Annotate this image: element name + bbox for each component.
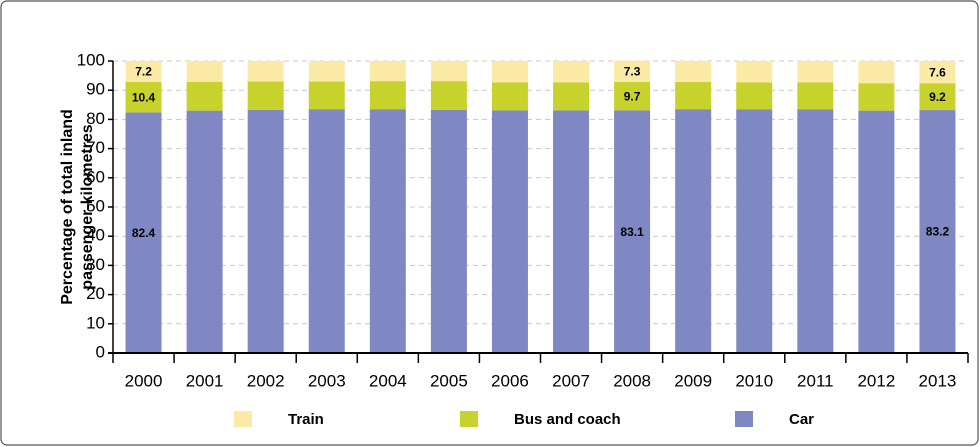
bar-segment: [247, 61, 284, 82]
bar-segment: [675, 61, 712, 83]
bar-segment: [553, 110, 590, 354]
bar-segment: [186, 81, 223, 111]
legend-swatch: [460, 411, 478, 427]
data-label: 83.2: [926, 225, 950, 239]
data-label: 9.2: [929, 90, 946, 104]
bar-segment: [797, 61, 834, 83]
bar-segment: [919, 110, 956, 353]
y-tick-label: 70: [86, 138, 105, 157]
bar-segment: [797, 82, 834, 110]
bar-segment: [491, 110, 528, 354]
x-tick-label: 2007: [552, 371, 590, 390]
legend-swatch: [735, 411, 753, 427]
bar-segment: [430, 81, 467, 110]
bar-segment: [858, 110, 895, 353]
bar-segment: [247, 109, 284, 353]
bar-segment: [308, 109, 345, 354]
data-label: 9.7: [624, 89, 641, 103]
y-tick-label: 20: [86, 284, 105, 303]
bar-segment: [369, 81, 406, 110]
x-tick-label: 2011: [797, 371, 834, 390]
bar-segment: [675, 82, 712, 110]
legend-swatch: [234, 411, 252, 427]
data-label: 10.4: [132, 90, 156, 104]
x-tick-label: 2005: [430, 371, 468, 390]
x-tick-label: 2009: [674, 371, 712, 390]
y-tick-label: 40: [86, 226, 105, 245]
bar-segment: [369, 109, 406, 354]
bar-segment: [186, 110, 223, 353]
bar-segment: [553, 82, 590, 111]
y-tick-label: 30: [86, 255, 105, 274]
bar-segment: [308, 81, 345, 110]
bar-segment: [430, 109, 467, 353]
x-tick-label: 2002: [247, 371, 285, 390]
data-label: 7.6: [929, 65, 946, 79]
bar-segment: [614, 60, 651, 83]
x-tick-label: 2010: [735, 371, 773, 390]
bar-segment: [736, 82, 773, 110]
legend-label: Car: [789, 411, 814, 428]
bar-segment: [186, 61, 223, 82]
data-label: 7.3: [624, 65, 641, 79]
bar-segment: [858, 61, 895, 84]
x-tick-label: 2012: [857, 371, 895, 390]
bar-segment: [919, 61, 956, 84]
bar-segment: [125, 61, 162, 83]
y-tick-label: 50: [86, 196, 105, 215]
bar-segment: [491, 82, 528, 111]
bar-segment: [430, 61, 467, 82]
bar-segment: [797, 109, 834, 353]
x-tick-label: 2006: [491, 371, 529, 390]
bar-segment: [736, 61, 773, 83]
x-tick-label: 2013: [919, 371, 957, 390]
y-axis-label: Percentage of total inland: [59, 109, 76, 305]
legend-label: Train: [288, 411, 324, 428]
x-tick-label: 2004: [369, 371, 407, 390]
bar-segment: [858, 83, 895, 111]
y-axis-label: passenger-kilometres: [79, 124, 96, 290]
bar-segment: [491, 61, 528, 83]
bar-segment: [125, 82, 162, 113]
y-tick-label: 10: [86, 313, 105, 332]
y-tick-label: 100: [77, 50, 105, 69]
y-tick-label: 60: [86, 167, 105, 186]
bar-segment: [369, 61, 406, 82]
bar-segment: [614, 82, 651, 111]
data-label: 7.2: [135, 65, 152, 79]
legend-label: Bus and coach: [514, 411, 621, 428]
bar-segment: [125, 112, 162, 353]
bar-segment: [919, 83, 956, 111]
bar-segment: [247, 81, 284, 110]
data-label: 82.4: [132, 226, 156, 240]
bar-segment: [614, 110, 651, 354]
x-tick-label: 2003: [308, 371, 346, 390]
data-label: 83.1: [620, 225, 644, 239]
x-tick-label: 2001: [186, 371, 224, 390]
bar-segment: [553, 61, 590, 83]
bar-segment: [675, 109, 712, 354]
y-tick-label: 80: [86, 109, 105, 128]
y-tick-label: 90: [86, 80, 105, 99]
y-tick-label: 0: [96, 342, 105, 361]
bar-segment: [308, 61, 345, 82]
bar-segment: [736, 109, 773, 353]
x-tick-label: 2000: [125, 371, 163, 390]
x-tick-label: 2008: [613, 371, 651, 390]
